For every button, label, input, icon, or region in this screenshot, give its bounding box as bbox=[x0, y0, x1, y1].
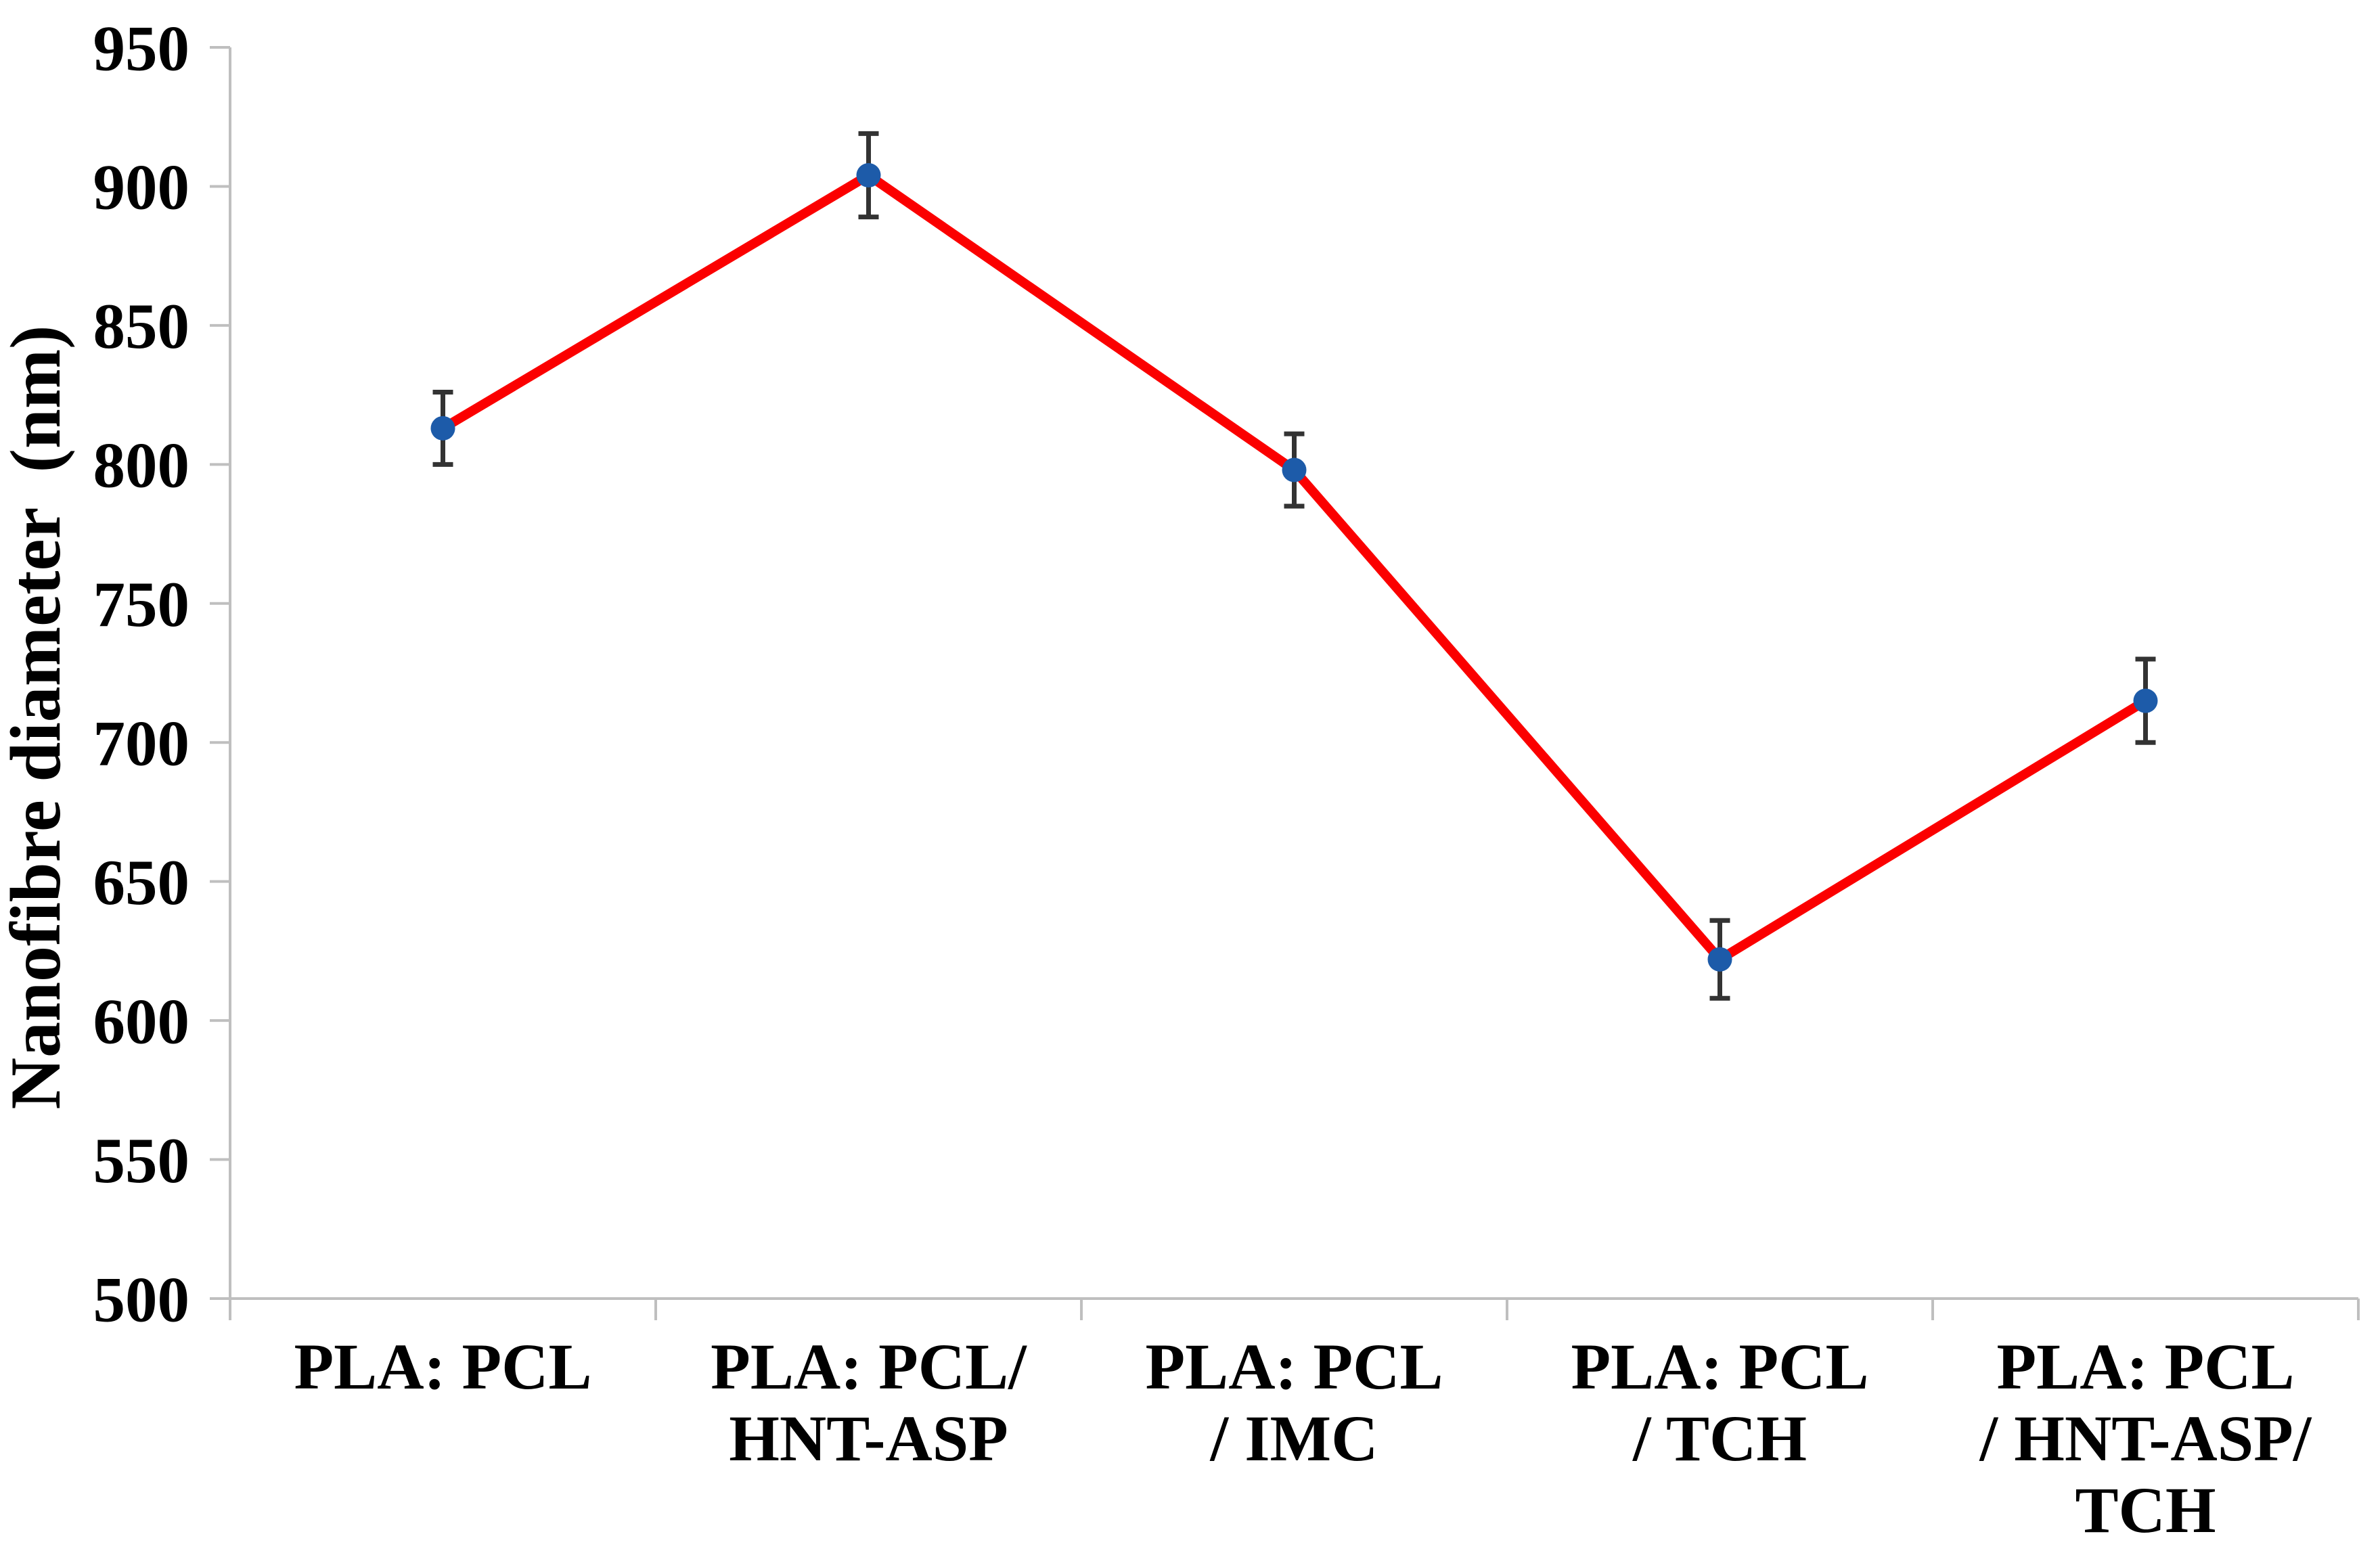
data-point-marker bbox=[2133, 688, 2158, 713]
category-label: PLA: PCL / HNT-ASP/TCH bbox=[1979, 1330, 2312, 1546]
y-tick-label: 600 bbox=[93, 985, 190, 1057]
y-tick-label: 550 bbox=[93, 1125, 190, 1196]
category-label: PLA: PCL / TCH bbox=[1571, 1330, 1869, 1475]
y-tick-label: 800 bbox=[93, 430, 190, 501]
category-label: PLA: PCL/HNT-ASP bbox=[711, 1330, 1027, 1475]
axis-lines bbox=[229, 47, 2358, 1300]
category-label: PLA: PCL bbox=[294, 1330, 592, 1403]
data-point-marker bbox=[1707, 947, 1732, 972]
series-line bbox=[440, 171, 2149, 964]
category-label: PLA: PCL / IMC bbox=[1146, 1330, 1443, 1475]
y-tick-label: 900 bbox=[93, 152, 190, 223]
y-tick-label: 850 bbox=[93, 290, 190, 362]
data-point-marker bbox=[856, 163, 881, 188]
data-point-marker bbox=[430, 415, 455, 441]
y-axis-title: Nanofibre diameter (nm) bbox=[0, 325, 75, 1110]
data-point-marker bbox=[1282, 457, 1307, 482]
y-tick-label: 650 bbox=[93, 847, 190, 918]
y-tick-label: 500 bbox=[93, 1263, 190, 1335]
y-tick-label: 950 bbox=[93, 12, 190, 84]
chart-layers: 950 900 850 800 750 700 650 600 550 500 PLA: PCL PL… bbox=[93, 12, 2360, 1546]
y-tick-label: 700 bbox=[93, 707, 190, 779]
y-tick-label: 750 bbox=[93, 568, 190, 640]
